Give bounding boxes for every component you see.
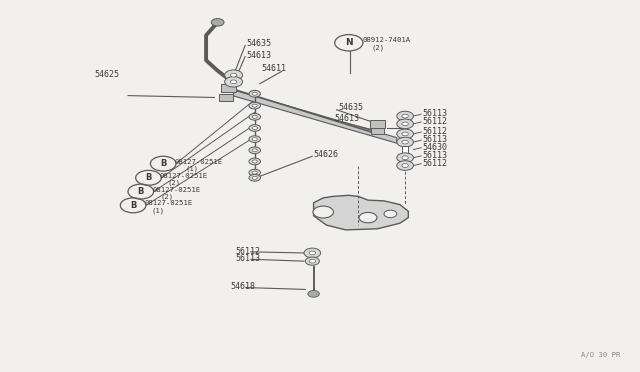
Circle shape (249, 102, 260, 109)
Text: (1): (1) (152, 207, 165, 214)
Circle shape (359, 212, 377, 223)
Circle shape (225, 77, 243, 87)
Text: 56112: 56112 (236, 247, 260, 256)
Polygon shape (314, 195, 408, 230)
Circle shape (249, 169, 260, 176)
Text: 08127-0251E: 08127-0251E (152, 187, 200, 193)
Circle shape (309, 259, 316, 263)
Text: 56113: 56113 (422, 135, 447, 144)
Text: 08127-0251E: 08127-0251E (145, 201, 193, 206)
Circle shape (402, 156, 408, 160)
Text: 56112: 56112 (422, 117, 447, 126)
Circle shape (249, 125, 260, 131)
Circle shape (249, 136, 260, 142)
Circle shape (397, 129, 413, 139)
Circle shape (249, 174, 260, 181)
Text: 08127-0251E: 08127-0251E (160, 173, 208, 179)
Polygon shape (371, 128, 384, 134)
Circle shape (397, 153, 413, 163)
Text: 54635: 54635 (338, 103, 363, 112)
Circle shape (252, 126, 257, 129)
Text: (2): (2) (372, 44, 385, 51)
Circle shape (252, 138, 257, 141)
Text: B: B (160, 159, 166, 168)
Polygon shape (221, 84, 236, 92)
Text: (2): (2) (168, 180, 181, 186)
Circle shape (249, 113, 260, 120)
Text: 56113: 56113 (422, 151, 447, 160)
Circle shape (397, 137, 413, 147)
Circle shape (402, 132, 408, 136)
Text: (1): (1) (186, 166, 199, 172)
Circle shape (308, 291, 319, 297)
Circle shape (397, 111, 413, 121)
Text: 54613: 54613 (334, 113, 359, 122)
Text: 54625: 54625 (95, 70, 120, 79)
Circle shape (249, 158, 260, 165)
Text: 54630: 54630 (422, 142, 447, 151)
Circle shape (305, 257, 319, 265)
Polygon shape (370, 120, 385, 128)
Circle shape (252, 104, 257, 107)
Polygon shape (219, 94, 233, 101)
Circle shape (313, 206, 333, 218)
FancyBboxPatch shape (402, 146, 408, 153)
Text: B: B (130, 201, 136, 210)
Text: 54613: 54613 (246, 51, 271, 60)
Circle shape (230, 73, 237, 77)
Circle shape (397, 119, 413, 129)
Text: N: N (345, 38, 353, 47)
Circle shape (402, 164, 408, 167)
Circle shape (249, 147, 260, 154)
Text: 54626: 54626 (314, 150, 339, 159)
Circle shape (252, 160, 257, 163)
Text: 54611: 54611 (261, 64, 286, 73)
Circle shape (230, 80, 237, 84)
Circle shape (249, 90, 260, 97)
Text: B: B (138, 187, 144, 196)
Circle shape (225, 70, 243, 80)
Polygon shape (234, 90, 397, 143)
Text: 08127-0251E: 08127-0251E (175, 159, 223, 165)
Circle shape (211, 19, 224, 26)
Circle shape (252, 176, 257, 179)
Text: 56112: 56112 (422, 127, 447, 136)
Text: B: B (145, 173, 152, 182)
Circle shape (397, 161, 413, 170)
Circle shape (402, 140, 408, 144)
Circle shape (252, 149, 257, 152)
Text: 54635: 54635 (246, 39, 271, 48)
Text: (2): (2) (160, 193, 173, 200)
Circle shape (384, 210, 397, 218)
Circle shape (402, 122, 408, 126)
Circle shape (252, 171, 257, 174)
Text: 56112: 56112 (422, 158, 447, 167)
Circle shape (252, 92, 257, 95)
Text: 08912-7401A: 08912-7401A (363, 38, 411, 44)
Text: 56113: 56113 (236, 254, 260, 263)
Text: 56113: 56113 (422, 109, 447, 118)
Circle shape (252, 115, 257, 118)
Circle shape (304, 248, 321, 258)
Text: A/O 30 PR: A/O 30 PR (581, 352, 621, 358)
Circle shape (402, 114, 408, 118)
Circle shape (309, 251, 316, 255)
Text: 54618: 54618 (230, 282, 255, 291)
